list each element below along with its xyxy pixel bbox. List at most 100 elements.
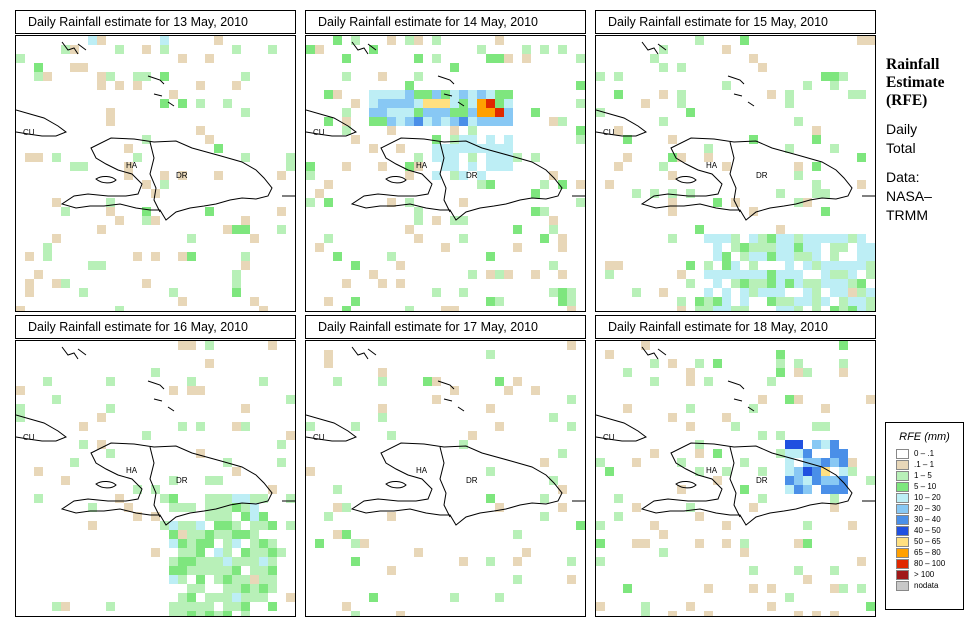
rainfall-cell: [387, 512, 396, 521]
rainfall-cell: [857, 180, 866, 189]
rainfall-cell: [34, 270, 43, 279]
rainfall-cell: [142, 72, 151, 81]
rainfall-cell: [342, 530, 351, 539]
rainfall-cell: [605, 270, 614, 279]
rainfall-cell: [632, 539, 641, 548]
rainfall-cell: [713, 252, 722, 261]
rainfall-cell: [776, 225, 785, 234]
rainfall-cell: [468, 117, 477, 126]
rainfall-cell: [160, 99, 169, 108]
rainfall-cell: [205, 476, 214, 485]
rainfall-cell: [178, 521, 187, 530]
rainfall-cell: [324, 359, 333, 368]
island-outline: [385, 481, 407, 489]
rainfall-cell: [342, 602, 351, 611]
rainfall-cell: [16, 306, 25, 311]
rainfall-cell: [830, 494, 839, 503]
rainfall-cell: [623, 153, 632, 162]
rainfall-cell: [315, 243, 324, 252]
rainfall-cell: [695, 297, 704, 306]
rainfall-cell: [241, 422, 250, 431]
rainfall-cell: [378, 90, 387, 99]
map-svg: CU HA DR: [16, 36, 295, 311]
rainfall-cell: [704, 144, 713, 153]
rainfall-cell: [731, 279, 740, 288]
rainfall-cell: [324, 198, 333, 207]
rainfall-map: CU HA DR: [595, 340, 876, 617]
rainfall-cell: [722, 306, 731, 311]
rainfall-cell: [504, 153, 513, 162]
rainfall-cell: [450, 386, 459, 395]
panel-title: Daily Rainfall estimate for 16 May, 2010: [15, 315, 296, 339]
rainfall-cell: [387, 198, 396, 207]
rainfall-cell: [178, 252, 187, 261]
rainfall-cell: [686, 108, 695, 117]
rainfall-cell: [115, 494, 124, 503]
rainfall-cell: [794, 297, 803, 306]
rainfall-cell: [43, 243, 52, 252]
legend-swatch: [896, 525, 909, 536]
rainfall-cell: [857, 306, 866, 311]
rainfall-cell: [196, 575, 205, 584]
rainfall-cell: [16, 54, 25, 63]
rainfall-cell: [43, 252, 52, 261]
rainfall-cell: [812, 279, 821, 288]
rainfall-cell: [558, 485, 567, 494]
rainfall-cell: [549, 288, 558, 297]
rainfall-cell: [677, 306, 686, 311]
rainfall-cell: [776, 288, 785, 297]
rainfall-cell: [713, 270, 722, 279]
rainfall-cell: [88, 521, 97, 530]
rainfall-cell: [830, 611, 839, 616]
rainfall-cell: [531, 270, 540, 279]
rainfall-cell: [857, 297, 866, 306]
rainfall-cell: [205, 602, 214, 611]
rainfall-cell: [378, 413, 387, 422]
rainfall-cell: [830, 584, 839, 593]
rainfall-cell: [686, 377, 695, 386]
rainfall-cell: [115, 306, 124, 311]
rainfall-cell: [513, 530, 522, 539]
rainfall-cell: [333, 503, 342, 512]
rainfall-cell: [866, 297, 875, 306]
rainfall-cell: [169, 476, 178, 485]
rainfall-cell: [187, 252, 196, 261]
islands-outline: [437, 75, 465, 107]
legend-swatch: [896, 459, 909, 470]
rainfall-cell: [241, 108, 250, 117]
rainfall-cell: [223, 593, 232, 602]
rainfall-cell: [459, 99, 468, 108]
rainfall-map: CU HA DR: [305, 340, 586, 617]
rainfall-cell: [241, 602, 250, 611]
rainfall-cell: [495, 36, 504, 45]
rainfall-cell: [142, 180, 151, 189]
rainfall-cell: [423, 90, 432, 99]
rainfall-cell: [450, 63, 459, 72]
rainfall-cell: [839, 297, 848, 306]
rainfall-cell: [396, 611, 405, 616]
rainfall-cell: [205, 530, 214, 539]
rainfall-cell: [695, 36, 704, 45]
rainfall-cell: [378, 108, 387, 117]
rainfall-cell: [268, 548, 277, 557]
rainfall-cell: [486, 99, 495, 108]
rainfall-cell: [205, 207, 214, 216]
rainfall-cell: [848, 467, 857, 476]
rainfall-cell: [259, 557, 268, 566]
rainfall-cell: [160, 521, 169, 530]
rainfall-cell: [369, 117, 378, 126]
rainfall-cell: [623, 404, 632, 413]
rainfall-cell: [178, 54, 187, 63]
rainfall-cell: [794, 279, 803, 288]
rainfall-cell: [623, 584, 632, 593]
rainfall-cell: [632, 458, 641, 467]
rainfall-cell: [259, 512, 268, 521]
rainfall-cell: [450, 126, 459, 135]
rainfall-cell: [504, 99, 513, 108]
rainfall-cell: [223, 521, 232, 530]
rainfall-cell: [839, 458, 848, 467]
legend-swatch: [896, 470, 909, 481]
label-cuba: CU: [603, 433, 615, 442]
legend-label: nodata: [914, 580, 939, 590]
